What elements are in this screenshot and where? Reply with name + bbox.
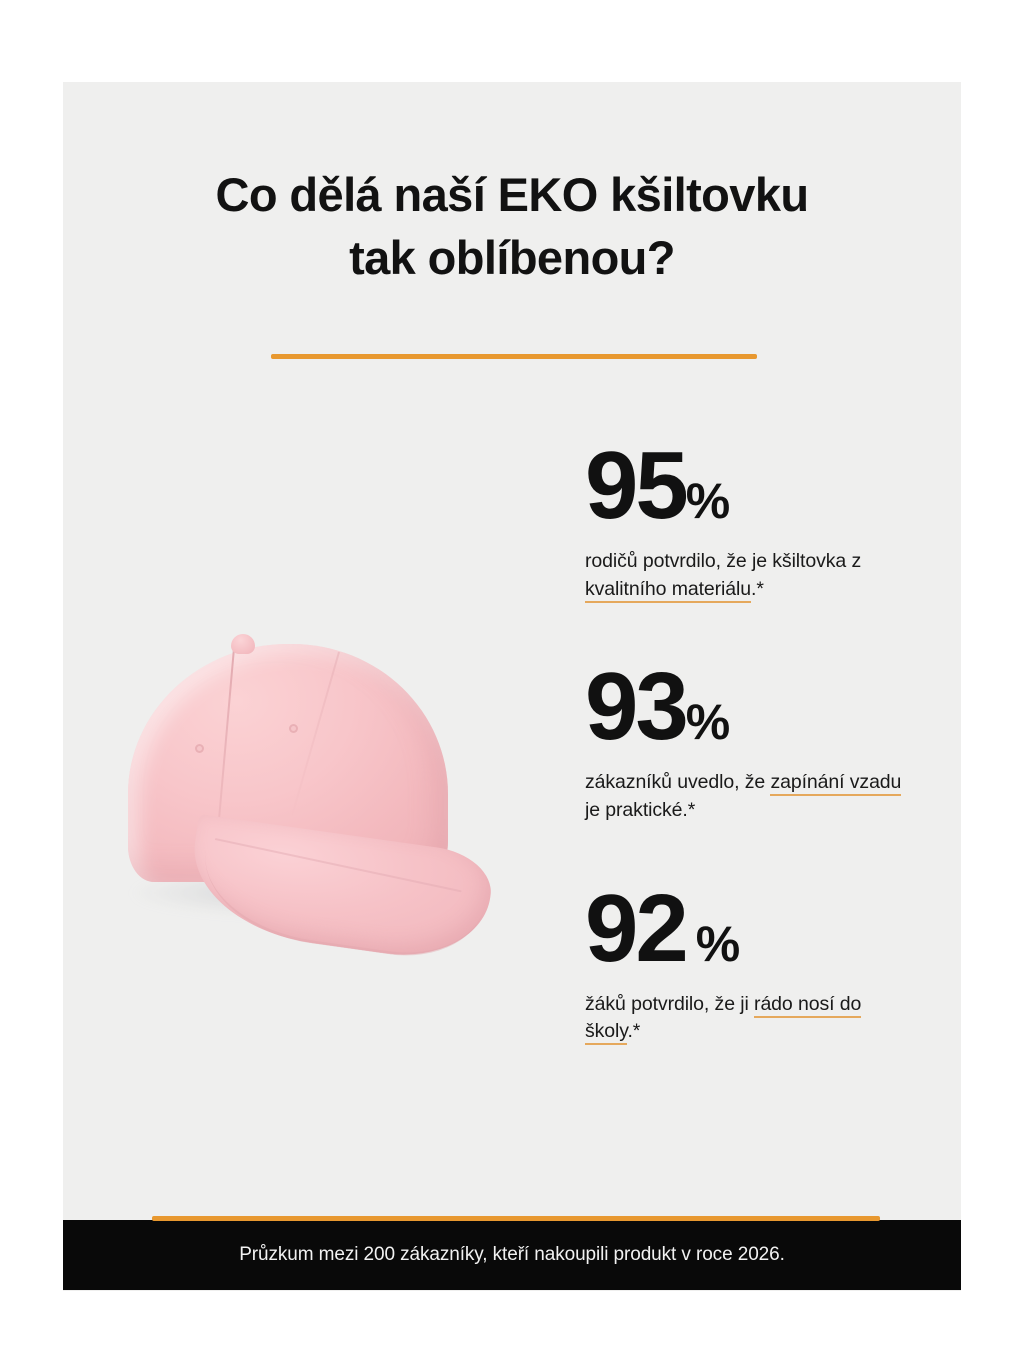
title-line-1: Co dělá naší EKO kšiltovku bbox=[215, 168, 810, 221]
title-line-2: tak oblíbenou? bbox=[349, 230, 675, 284]
stat-text-highlight: zapínání vzadu bbox=[770, 771, 901, 797]
stat-number-row: 93 % bbox=[585, 659, 915, 755]
content-panel: Co dělá naší EKO kšiltovku tak oblíbenou… bbox=[63, 82, 961, 1291]
percent-sign: % bbox=[685, 473, 730, 529]
stat-value: 93 bbox=[585, 653, 689, 761]
page-title: Co dělá naší EKO kšiltovku tak oblíbenou… bbox=[63, 164, 961, 290]
header-block: Co dělá naší EKO kšiltovku tak oblíbenou… bbox=[63, 164, 961, 290]
stat-text-before: žáků potvrdilo, že ji bbox=[585, 992, 755, 1015]
cap-eyelet-left bbox=[195, 744, 204, 753]
stat-text-highlight: kvalitního materiálu bbox=[585, 577, 751, 603]
stat-value: 92 bbox=[585, 874, 689, 982]
stat-description: žáků potvrdilo, že ji rádo nosí do školy… bbox=[585, 991, 915, 1046]
product-image-cap bbox=[83, 582, 553, 967]
stat-text-after: .* bbox=[751, 577, 764, 600]
percent-sign: % bbox=[695, 915, 740, 972]
footer-bar: Průzkum mezi 200 zákazníky, kteří nakoup… bbox=[63, 1220, 961, 1290]
stat-number-row: 95 % bbox=[585, 438, 915, 534]
footer-divider bbox=[152, 1216, 880, 1221]
stat-text-before: rodičů potvrdilo, že je kšiltovka z bbox=[585, 550, 862, 572]
stat-item: 95 % rodičů potvrdilo, že je kšiltovka z… bbox=[585, 438, 915, 603]
stat-text-after: .* bbox=[627, 1020, 641, 1043]
footer-note: Průzkum mezi 200 zákazníky, kteří nakoup… bbox=[239, 1244, 785, 1265]
stat-number-row: 92 % bbox=[585, 874, 915, 982]
cap-top-button bbox=[231, 634, 255, 654]
stat-description: zákazníků uvedlo, že zapínání vzadu je p… bbox=[585, 769, 915, 824]
statistics-list: 95 % rodičů potvrdilo, že je kšiltovka z… bbox=[585, 438, 915, 1046]
stat-item: 93 % zákazníků uvedlo, že zapínání vzadu… bbox=[585, 659, 915, 824]
percent-sign: % bbox=[685, 694, 730, 751]
stat-value: 95 bbox=[585, 432, 689, 539]
cap-eyelet-right bbox=[289, 724, 298, 733]
stat-item: 92 % žáků potvrdilo, že ji rádo nosí do … bbox=[585, 874, 915, 1046]
stat-text-before: zákazníků uvedlo, že bbox=[585, 771, 771, 794]
stat-description: rodičů potvrdilo, že je kšiltovka z kval… bbox=[585, 548, 915, 603]
stat-text-after: je praktické.* bbox=[585, 799, 696, 822]
stat-text-highlight: rádo nosí do školy bbox=[585, 992, 861, 1046]
title-divider bbox=[271, 354, 757, 359]
